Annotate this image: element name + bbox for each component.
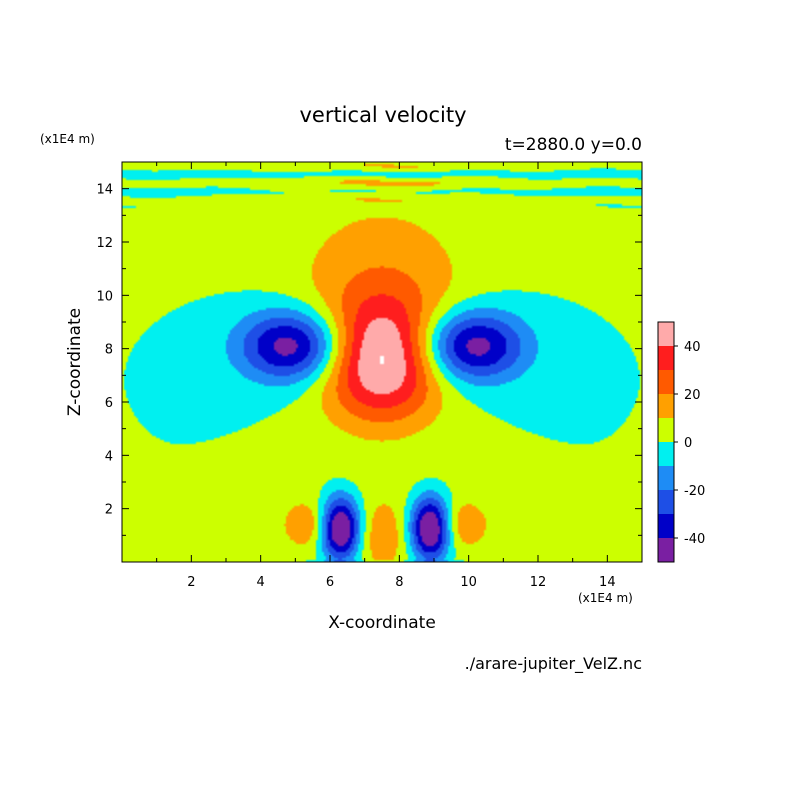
heatmap-field xyxy=(122,162,642,562)
y-tick-label: 12 xyxy=(96,236,113,251)
y-tick-label: 2 xyxy=(105,503,113,518)
x-tick-label: 10 xyxy=(460,575,477,590)
x-tick-label: 4 xyxy=(257,575,265,590)
colorbar-swatch xyxy=(658,418,674,442)
y-tick-label: 8 xyxy=(105,343,113,358)
y-tick-label: 10 xyxy=(96,289,113,304)
y-unit-label: (x1E4 m) xyxy=(40,132,95,146)
chart-title: vertical velocity xyxy=(299,103,466,127)
source-file-label: ./arare-jupiter_VelZ.nc xyxy=(465,654,642,674)
y-axis: 2 4 6 8 10 12 14 xyxy=(96,161,642,563)
colorbar-tick-label: -20 xyxy=(684,484,705,499)
chart-subtitle: t=2880.0 y=0.0 xyxy=(505,135,642,155)
x-tick-label: 6 xyxy=(326,575,334,590)
colorbar: 40 20 0 -20 -40 xyxy=(657,321,705,563)
x-tick-label: 12 xyxy=(530,575,547,590)
y-tick-label: 6 xyxy=(105,396,113,411)
colorbar-swatch xyxy=(658,538,674,562)
y-tick-label: 14 xyxy=(96,183,113,198)
colorbar-tick-label: 0 xyxy=(684,436,692,451)
x-tick-label: 2 xyxy=(187,575,195,590)
plot-frame xyxy=(121,161,643,563)
colorbar-swatch xyxy=(658,346,674,370)
colorbar-swatch xyxy=(658,394,674,418)
x-axis: 2 4 6 8 10 12 14 xyxy=(121,162,643,590)
y-tick-label: 4 xyxy=(105,449,113,464)
colorbar-tick-label: 40 xyxy=(684,340,701,355)
x-unit-label: (x1E4 m) xyxy=(578,591,633,605)
colorbar-swatch xyxy=(658,514,674,538)
plot-area xyxy=(121,161,643,563)
x-tick-label: 14 xyxy=(599,575,616,590)
colorbar-swatch xyxy=(658,442,674,466)
y-axis-label: Z-coordinate xyxy=(65,308,85,416)
colorbar-swatch xyxy=(658,490,674,514)
colorbar-swatch xyxy=(658,322,674,346)
colorbar-swatch xyxy=(658,370,674,394)
colorbar-tick-label: -40 xyxy=(684,532,705,547)
x-tick-label: 8 xyxy=(395,575,403,590)
colorbar-swatch xyxy=(658,466,674,490)
x-axis-label: X-coordinate xyxy=(328,613,436,633)
colorbar-tick-label: 20 xyxy=(684,388,701,403)
